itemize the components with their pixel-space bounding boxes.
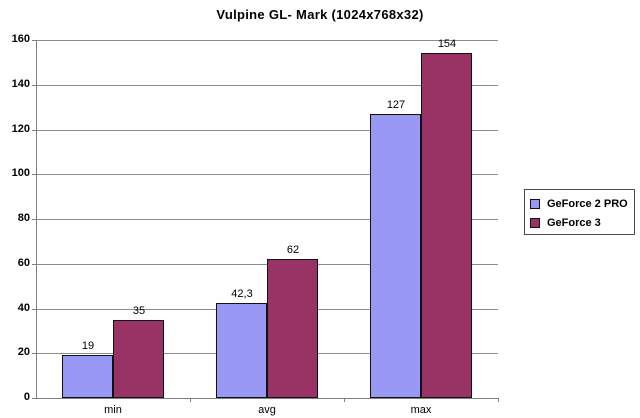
legend-item: GeForce 2 PRO — [530, 194, 634, 213]
bar-value-label: 127 — [386, 99, 406, 111]
y-axis-tick — [32, 85, 36, 86]
bar — [370, 114, 421, 398]
y-axis-tick — [32, 130, 36, 131]
x-axis-tick — [498, 398, 499, 402]
y-axis-line — [36, 40, 37, 399]
y-axis-tick — [32, 353, 36, 354]
y-axis-tick-label: 140 — [11, 78, 30, 90]
bar — [216, 303, 267, 398]
gridline — [36, 85, 498, 86]
bar-value-label: 35 — [132, 305, 146, 317]
y-axis-tick-label: 120 — [11, 123, 30, 135]
x-axis-category-label: max — [410, 404, 432, 416]
gridline — [36, 40, 498, 41]
y-axis-tick-label: 0 — [23, 391, 30, 403]
gridline — [36, 130, 498, 131]
legend-label: GeForce 2 PRO — [547, 197, 628, 210]
y-axis-tick-label: 40 — [17, 302, 30, 314]
legend-label: GeForce 3 — [547, 216, 601, 229]
x-axis-category-label: avg — [258, 404, 276, 416]
x-axis-tick — [344, 398, 345, 402]
legend-item: GeForce 3 — [530, 213, 634, 232]
y-axis-tick — [32, 309, 36, 310]
bar — [267, 259, 318, 398]
bar-value-label: 19 — [81, 340, 95, 352]
gridline — [36, 219, 498, 220]
legend-swatch — [530, 217, 540, 228]
legend: GeForce 2 PRO GeForce 3 — [524, 189, 635, 235]
y-axis-tick-label: 80 — [17, 212, 30, 224]
y-axis-tick-label: 20 — [17, 346, 30, 358]
bar — [62, 355, 113, 398]
chart-title: Vulpine GL- Mark (1024x768x32) — [216, 7, 424, 22]
y-axis-tick-label: 60 — [17, 257, 30, 269]
bar-value-label: 154 — [437, 38, 457, 50]
gridline — [36, 174, 498, 175]
y-axis-tick-label: 100 — [11, 167, 30, 179]
bar — [113, 320, 164, 398]
y-axis-tick-label: 160 — [11, 33, 30, 45]
y-axis-tick — [32, 398, 36, 399]
bar-value-label: 62 — [286, 244, 300, 256]
y-axis-tick — [32, 219, 36, 220]
legend-swatch — [530, 198, 540, 209]
y-axis-tick — [32, 40, 36, 41]
bar — [421, 53, 472, 398]
x-axis-category-label: min — [104, 404, 122, 416]
y-axis-tick — [32, 264, 36, 265]
x-axis-tick — [190, 398, 191, 402]
x-axis-line — [36, 398, 498, 399]
y-axis-tick — [32, 174, 36, 175]
bar-value-label: 42,3 — [231, 288, 253, 300]
